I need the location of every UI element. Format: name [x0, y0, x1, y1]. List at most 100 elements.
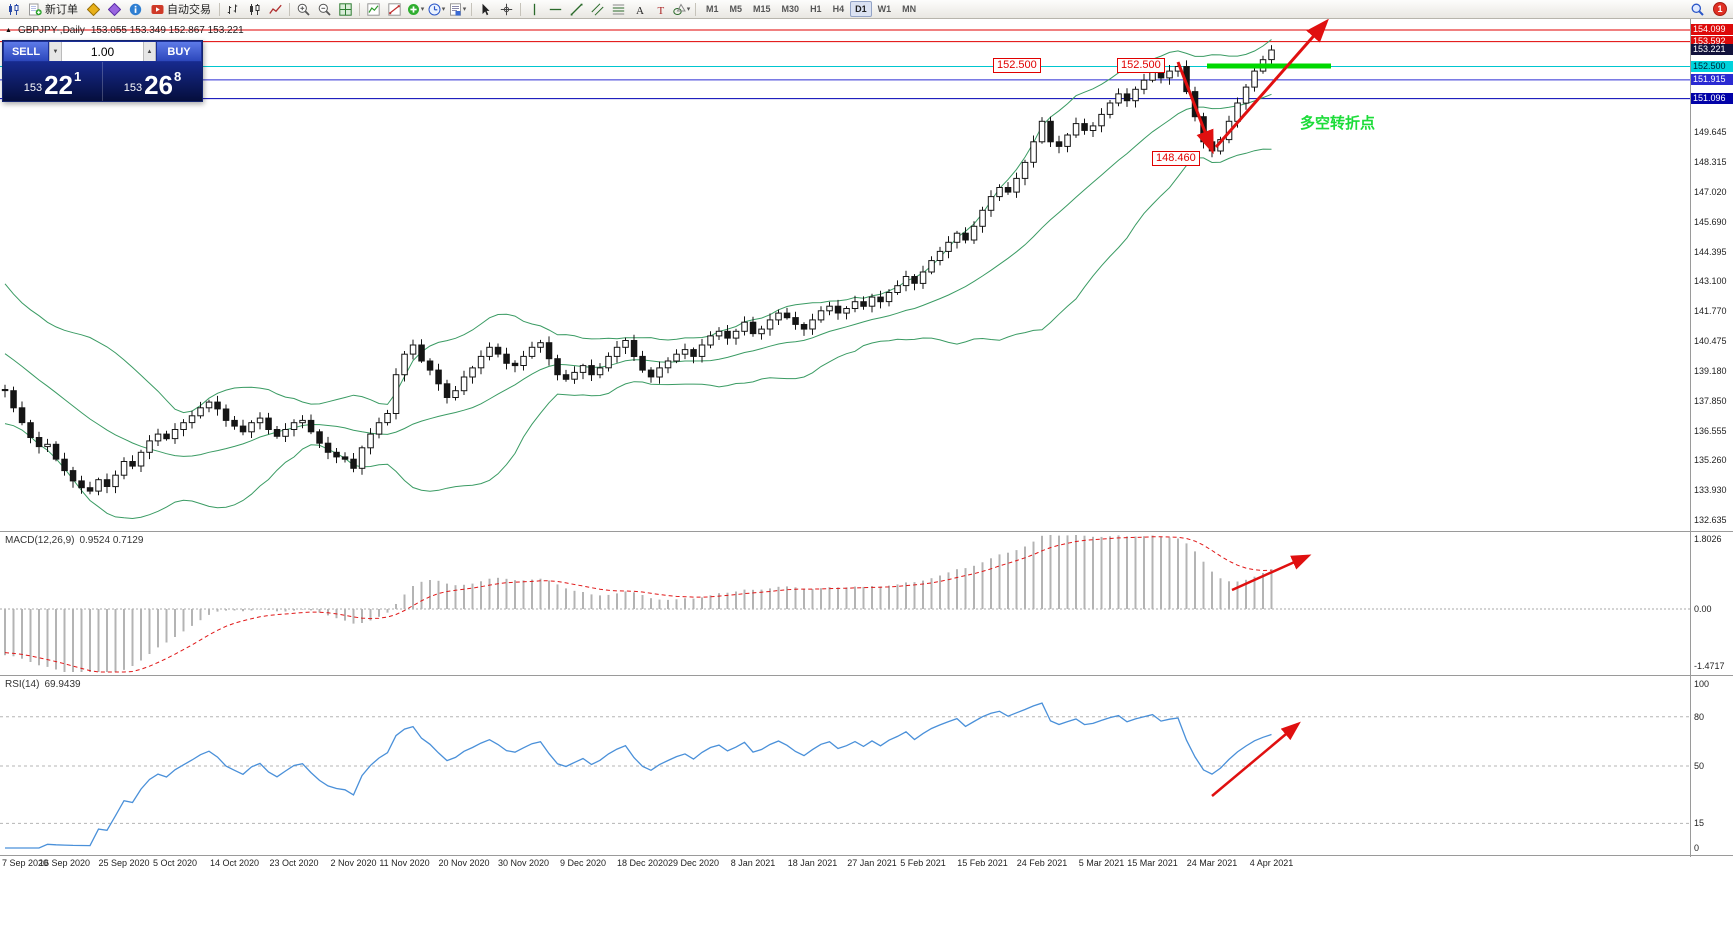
- date-tick: 7 Sep 2020: [2, 858, 49, 868]
- candlestick-chart-icon[interactable]: [244, 1, 265, 18]
- price-tick: 145.690: [1694, 216, 1727, 227]
- templates-icon[interactable]: ▾: [447, 1, 468, 18]
- timeframe-H4[interactable]: H4: [832, 4, 845, 14]
- bid-price: 153 22 1: [3, 62, 102, 101]
- price-tag: 154.099: [1691, 24, 1733, 35]
- price-tag: 153.592: [1691, 35, 1733, 47]
- trend-arrow[interactable]: [1211, 721, 1301, 797]
- chart-window-icon[interactable]: [3, 1, 24, 18]
- date-tick: 9 Dec 2020: [559, 858, 607, 868]
- rsi-pane[interactable]: [0, 676, 1733, 856]
- bollinger-upper-band: [4, 39, 1272, 414]
- trend-arrow[interactable]: [1231, 554, 1312, 592]
- macd-values: 0.9524 0.7129: [79, 535, 144, 546]
- chart-title: ▲ GBPJPY-,Daily 153.055 153.349 152.867 …: [5, 25, 244, 36]
- cursor-icon[interactable]: [475, 1, 496, 18]
- timeframe-M15[interactable]: M15: [753, 4, 771, 14]
- rsi-name: RSI(14): [5, 679, 40, 690]
- trendline-icon[interactable]: [566, 1, 587, 18]
- volume-value[interactable]: 1.00: [90, 44, 115, 59]
- price-label-148460[interactable]: 148.460: [1152, 151, 1200, 166]
- bar-chart-icon[interactable]: [223, 1, 244, 18]
- highlight-support-bar[interactable]: [1207, 63, 1331, 69]
- timeframe-M30[interactable]: M30: [781, 4, 800, 14]
- price-label-152500-left[interactable]: 152.500: [993, 58, 1041, 73]
- date-tick: 16 Sep 2020: [38, 858, 91, 868]
- volume-increase-button[interactable]: ▲: [143, 42, 156, 61]
- date-tick: 23 Oct 2020: [269, 858, 319, 868]
- trend-arrow[interactable]: [1176, 61, 1214, 155]
- macd-canvas[interactable]: [0, 532, 1733, 676]
- bid-point: 1: [74, 69, 82, 84]
- buy-button[interactable]: BUY: [156, 41, 202, 62]
- tile-windows-icon[interactable]: [335, 1, 356, 18]
- terminal-icon[interactable]: [125, 1, 146, 18]
- zoom-in-icon[interactable]: [293, 1, 314, 18]
- date-tick: 24 Mar 2021: [1186, 858, 1238, 868]
- pane-separator[interactable]: [0, 531, 1733, 532]
- new-order-button[interactable]: 新订单: [24, 1, 83, 18]
- annotation-note[interactable]: 多空转折点: [1300, 115, 1376, 132]
- price-tag: 151.915: [1691, 73, 1733, 85]
- price-label-152500-right[interactable]: 152.500: [1117, 58, 1165, 73]
- main-chart-canvas[interactable]: [0, 18, 1733, 532]
- objects-list-icon[interactable]: [384, 1, 405, 18]
- toolbar-buttons: 新订单 自动交易 ▾ ▾ ▾ A T ▾: [3, 1, 699, 18]
- volume-input[interactable]: ▼ 1.00 ▲: [49, 41, 156, 62]
- rsi-scale-tick: 80: [1694, 711, 1705, 722]
- svg-text:A: A: [636, 5, 644, 16]
- rsi-scale-tick: 100: [1694, 679, 1710, 689]
- timeframe-W1[interactable]: W1: [877, 4, 892, 14]
- date-tick: 4 Apr 2021: [1249, 858, 1294, 868]
- date-tick: 2 Nov 2020: [330, 858, 377, 868]
- trend-arrow[interactable]: [1214, 18, 1329, 148]
- sell-button[interactable]: SELL: [3, 41, 49, 62]
- autotrade-button[interactable]: 自动交易: [146, 1, 216, 18]
- text-icon[interactable]: A: [629, 1, 650, 18]
- date-tick: 30 Nov 2020: [497, 858, 550, 868]
- zoom-out-icon[interactable]: [314, 1, 335, 18]
- horizontal-line-icon[interactable]: [545, 1, 566, 18]
- notification-badge[interactable]: 1: [1713, 2, 1727, 16]
- navigator-icon[interactable]: [104, 1, 125, 18]
- fibonacci-icon[interactable]: [608, 1, 629, 18]
- timeframe-D1[interactable]: D1: [850, 1, 872, 17]
- date-tick: 14 Oct 2020: [209, 858, 260, 868]
- channel-icon[interactable]: [587, 1, 608, 18]
- ask-pips: 26: [144, 70, 174, 100]
- pane-separator[interactable]: [0, 675, 1733, 676]
- label-icon[interactable]: T: [650, 1, 671, 18]
- add-indicator-icon[interactable]: ▾: [405, 1, 426, 18]
- crosshair-icon[interactable]: [496, 1, 517, 18]
- macd-pane[interactable]: [0, 532, 1733, 676]
- timeframe-M5[interactable]: M5: [729, 4, 743, 14]
- panel-toggle-icon[interactable]: ▲: [5, 27, 12, 34]
- volume-decrease-button[interactable]: ▼: [49, 42, 62, 61]
- pane-separator[interactable]: [0, 855, 1733, 856]
- date-tick: 24 Feb 2021: [1016, 858, 1068, 868]
- macd-scale-tick: 1.8026: [1694, 533, 1722, 544]
- shapes-icon[interactable]: ▾: [671, 1, 692, 18]
- date-tick: 25 Sep 2020: [98, 858, 150, 868]
- toolbar-separator: [471, 2, 472, 16]
- timeframe-MN[interactable]: MN: [902, 4, 917, 14]
- date-tick: 29 Dec 2020: [667, 858, 720, 868]
- indicators-icon[interactable]: [363, 1, 384, 18]
- ask-price: 153 26 8: [102, 62, 202, 101]
- line-chart-icon[interactable]: [265, 1, 286, 18]
- price-tick: 148.315: [1694, 157, 1727, 168]
- main-chart-pane[interactable]: [0, 18, 1733, 532]
- search-icon[interactable]: [1687, 1, 1708, 18]
- svg-text:T: T: [658, 5, 665, 16]
- periods-icon[interactable]: ▾: [426, 1, 447, 18]
- toolbar-right-group: 1: [1687, 1, 1730, 18]
- vertical-line-icon[interactable]: [524, 1, 545, 18]
- market-watch-icon[interactable]: [83, 1, 104, 18]
- rsi-canvas[interactable]: [0, 676, 1733, 856]
- timeframe-H1[interactable]: H1: [810, 4, 822, 14]
- rsi-scale-tick: 50: [1694, 761, 1705, 771]
- timeframe-M1[interactable]: M1: [706, 4, 719, 14]
- price-tag: 153.221: [1691, 44, 1733, 56]
- date-tick: 5 Feb 2021: [900, 858, 946, 868]
